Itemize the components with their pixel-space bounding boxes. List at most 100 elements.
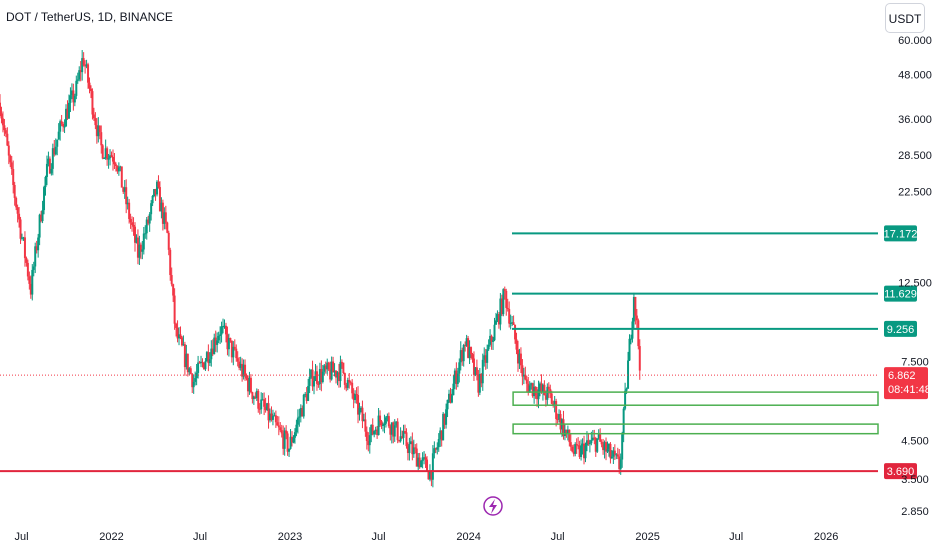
candle-body xyxy=(239,363,242,368)
candle-body xyxy=(530,383,533,386)
candle-body xyxy=(54,146,57,155)
candle-body xyxy=(119,166,122,168)
candle-body xyxy=(587,440,590,445)
candle-body xyxy=(111,156,114,162)
candle-body xyxy=(349,382,352,384)
candle-body xyxy=(179,334,182,338)
candle-body xyxy=(166,222,169,233)
candle-body xyxy=(393,425,396,437)
candle-body xyxy=(351,382,354,394)
candle-body xyxy=(500,298,503,315)
candle-body xyxy=(38,214,41,238)
event-marker[interactable] xyxy=(483,496,503,516)
time-tick-label: 2023 xyxy=(278,531,302,543)
candle-body xyxy=(103,158,106,160)
candle-body xyxy=(72,90,75,103)
candle-body xyxy=(487,344,490,350)
price-zone[interactable] xyxy=(512,423,879,435)
candle-body xyxy=(207,352,210,364)
candle-body xyxy=(106,148,109,160)
candle-body xyxy=(120,166,123,188)
candle-body xyxy=(315,371,318,384)
candle-body xyxy=(627,360,630,389)
candle-body xyxy=(59,121,62,132)
price-zone[interactable] xyxy=(512,391,879,406)
candles-layer xyxy=(0,50,641,488)
candle-body xyxy=(541,384,544,392)
price-axis[interactable]: 60.000 48.000 36.000 28.500 22.500 12.500 7.50… xyxy=(898,35,932,518)
candle-body xyxy=(519,353,522,366)
support-badge xyxy=(884,463,917,480)
candle-body xyxy=(248,377,251,392)
candle-body xyxy=(373,431,376,435)
candle-body xyxy=(129,218,132,223)
level-badge-label: 17.172 xyxy=(884,228,918,240)
candle-body xyxy=(556,418,559,420)
candle-body xyxy=(189,368,192,374)
candle-body xyxy=(506,307,509,310)
time-axis[interactable]: Jul 2022 Jul 2023 Jul 2024 Jul 2025 Jul 2026 xyxy=(14,531,838,543)
candle-body xyxy=(534,386,537,396)
candle-body xyxy=(509,322,512,324)
candle-body xyxy=(408,444,411,454)
candle-body xyxy=(161,202,164,224)
candle-body xyxy=(85,64,88,67)
support-badge-label: 3.690 xyxy=(887,466,915,478)
candle-body xyxy=(21,237,24,239)
candle-body xyxy=(43,187,46,211)
candle-body xyxy=(446,399,449,410)
candle-body xyxy=(53,148,56,155)
candle-body xyxy=(335,370,338,378)
last-price-badge xyxy=(884,367,928,400)
time-tick-label: Jul xyxy=(372,531,386,543)
candle-body xyxy=(552,403,555,405)
candle-body xyxy=(153,189,156,197)
candle-body xyxy=(371,424,374,435)
candle-body xyxy=(637,320,640,347)
candle-body xyxy=(263,399,266,407)
candle-body xyxy=(148,214,151,224)
candle-body xyxy=(575,444,578,446)
candle-body xyxy=(333,370,336,373)
candle-body xyxy=(585,440,588,446)
time-tick-label: 2025 xyxy=(635,531,659,543)
candle-body xyxy=(122,187,125,192)
candle-body xyxy=(464,345,467,347)
candle-body xyxy=(566,429,569,434)
candle-body xyxy=(367,440,370,446)
candle-body xyxy=(622,408,625,435)
candle-body xyxy=(279,427,282,431)
candle-body xyxy=(257,390,260,409)
candle-body xyxy=(386,416,389,418)
price-tick-label: 28.500 xyxy=(898,150,932,162)
candle-body xyxy=(470,347,473,355)
candle-body xyxy=(198,362,201,364)
candle-body xyxy=(78,70,81,80)
candle-body xyxy=(216,340,219,345)
price-tick-label: 60.000 xyxy=(898,35,932,47)
candle-body xyxy=(624,390,627,409)
candle-body xyxy=(461,350,464,362)
candle-body xyxy=(484,355,487,363)
candle-body xyxy=(160,202,163,212)
candle-body xyxy=(0,102,1,114)
candle-body xyxy=(182,344,185,346)
candle-body xyxy=(6,133,9,146)
candle-body xyxy=(553,401,556,405)
candle-body xyxy=(145,219,148,234)
candle-body xyxy=(188,368,191,373)
candle-body xyxy=(41,210,44,222)
candle-body xyxy=(293,432,296,438)
candle-body xyxy=(527,383,530,393)
candle-body xyxy=(229,337,232,341)
candle-body xyxy=(563,429,566,436)
candle-body xyxy=(402,431,405,438)
candle-body xyxy=(326,362,329,370)
candle-body xyxy=(635,315,638,321)
candle-body xyxy=(172,284,175,296)
currency-button[interactable]: USDT xyxy=(885,3,925,33)
candle-body xyxy=(249,377,252,393)
candle-body xyxy=(9,155,12,163)
candle-body xyxy=(91,91,94,115)
